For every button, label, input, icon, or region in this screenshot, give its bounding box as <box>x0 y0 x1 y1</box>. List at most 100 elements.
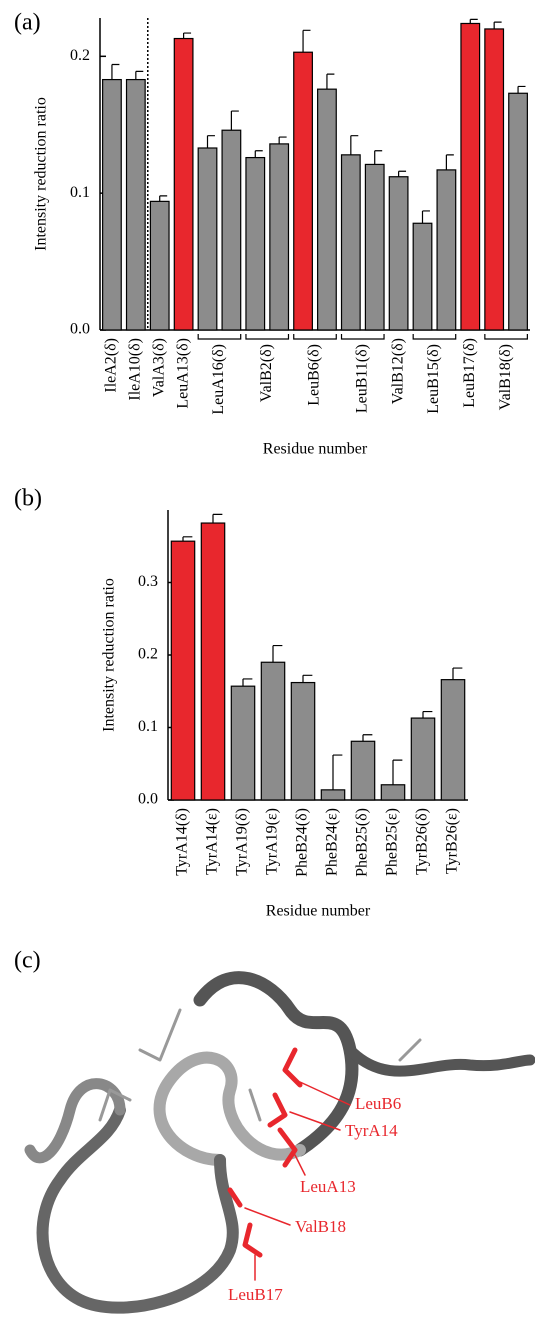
bracket <box>413 334 456 339</box>
bar <box>365 164 384 330</box>
error-bar <box>470 19 477 23</box>
panel-label: (c) <box>14 948 41 974</box>
x-tick-label: TyrB26(δ) <box>414 808 431 875</box>
bar <box>294 52 313 330</box>
residue-label: ValB18 <box>295 1217 346 1236</box>
figure: (c) LeuB6 TyrA14 LeuA13 ValB18 LeuB17 (a… <box>0 0 535 1342</box>
error-bar <box>273 646 282 663</box>
bar <box>461 23 480 330</box>
bar <box>231 686 254 800</box>
residue-label: LeuB17 <box>228 1285 283 1304</box>
x-tick-label: LeuA16(δ) <box>210 344 227 415</box>
x-axis-title: Residue number <box>263 441 368 458</box>
bracket <box>246 334 289 339</box>
error-bar <box>303 30 310 52</box>
bar <box>389 177 408 330</box>
bracket <box>485 334 528 339</box>
bar <box>321 790 344 800</box>
backbone <box>350 1050 530 1071</box>
bar <box>318 89 337 330</box>
error-bar <box>208 136 215 148</box>
bar <box>127 80 146 330</box>
bar <box>413 223 432 330</box>
x-axis-title: Residue number <box>266 903 371 920</box>
error-bar <box>423 712 432 719</box>
y-tick-label: 0.1 <box>70 184 90 201</box>
error-bar <box>213 514 222 523</box>
error-bar <box>231 111 238 130</box>
y-tick-label: 0.2 <box>138 646 158 663</box>
panel-label: (b) <box>14 486 42 512</box>
bar <box>441 680 464 800</box>
error-bar <box>453 668 462 680</box>
error-bar <box>351 136 358 155</box>
error-bar <box>184 33 191 38</box>
bar <box>222 130 241 330</box>
error-bar <box>363 735 372 742</box>
x-tick-label: PheB25(δ) <box>354 808 371 877</box>
error-bar <box>327 74 334 89</box>
error-bar <box>136 71 143 79</box>
backbone <box>43 1110 233 1308</box>
bar <box>150 201 169 330</box>
x-tick-label: LeuA13(δ) <box>174 338 191 409</box>
x-tick-label: PheB24(δ) <box>294 808 311 877</box>
y-tick-label: 0.0 <box>70 321 90 338</box>
panel-label: (a) <box>14 10 41 36</box>
x-tick-label: ValB18(δ) <box>497 344 514 410</box>
error-bar <box>303 675 312 682</box>
bar <box>261 662 284 800</box>
error-bar <box>333 755 342 790</box>
y-axis-title: Intensity reduction ratio <box>33 97 50 251</box>
x-tick-label: TyrA19(δ) <box>234 808 251 876</box>
error-bar <box>160 196 167 201</box>
error-bar <box>393 760 402 785</box>
bar <box>291 683 314 800</box>
bar <box>174 39 193 330</box>
y-tick-label: 0.1 <box>138 718 158 735</box>
x-tick-label: ValA3(δ) <box>150 338 167 397</box>
bar <box>509 93 528 330</box>
y-tick-label: 0.0 <box>138 791 158 808</box>
error-bar <box>446 155 453 170</box>
y-tick-label: 0.3 <box>138 573 158 590</box>
error-bar <box>494 22 501 29</box>
x-tick-label: LeuB17(δ) <box>461 338 478 408</box>
error-bar <box>183 537 192 541</box>
y-axis-title: Intensity reduction ratio <box>101 578 118 732</box>
error-bar <box>243 679 252 686</box>
x-tick-label: ValB2(δ) <box>258 344 275 402</box>
bar <box>342 155 361 330</box>
bar <box>270 144 289 330</box>
error-bar <box>423 211 430 223</box>
error-bar <box>375 151 382 165</box>
bar <box>201 523 224 800</box>
x-tick-label: IleA2(δ) <box>103 338 120 393</box>
x-tick-label: ValB12(δ) <box>389 338 406 404</box>
residue-label: LeuB6 <box>355 1094 401 1113</box>
error-bar <box>399 171 406 176</box>
error-bar <box>518 86 525 93</box>
x-tick-label: LeuB15(δ) <box>425 344 442 414</box>
x-tick-label: PheB24(ε) <box>324 808 341 876</box>
bar <box>351 741 374 800</box>
bracket <box>294 334 337 339</box>
residue-label: LeuA13 <box>300 1177 356 1196</box>
x-tick-label: TyrA14(ε) <box>204 808 221 875</box>
backbone <box>160 1058 300 1160</box>
bar <box>437 170 456 330</box>
x-tick-label: LeuB6(δ) <box>306 344 323 406</box>
bar <box>411 718 434 800</box>
structure <box>30 978 530 1308</box>
bar <box>103 80 122 330</box>
backbone <box>30 1084 120 1158</box>
x-tick-label: TyrA19(ε) <box>264 808 281 875</box>
x-tick-label: LeuB11(δ) <box>353 344 370 413</box>
error-bar <box>112 65 119 80</box>
x-tick-label: TyrB26(ε) <box>444 808 461 874</box>
error-bar <box>279 137 286 144</box>
x-tick-label: IleA10(δ) <box>127 338 144 401</box>
bar <box>198 148 217 330</box>
y-tick-label: 0.2 <box>70 47 90 64</box>
residue-label: TyrA14 <box>345 1121 398 1140</box>
